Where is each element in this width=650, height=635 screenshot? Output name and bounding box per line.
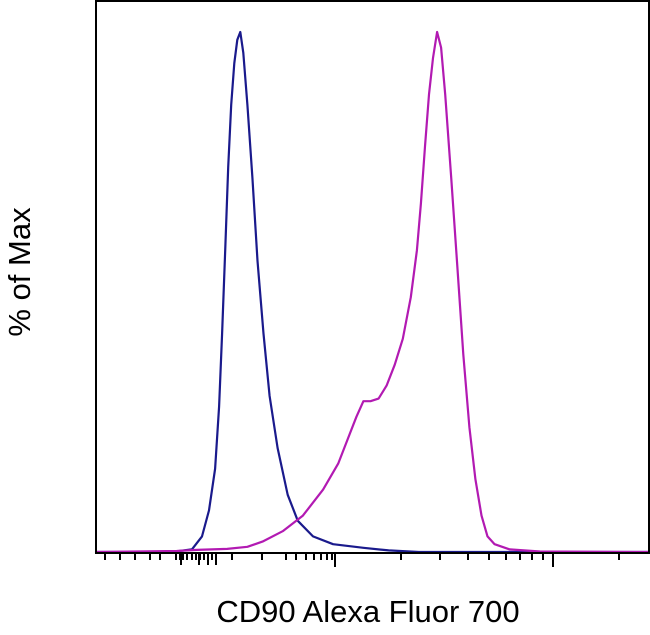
histogram-series-2 (94, 30, 650, 554)
series-layer (94, 30, 650, 554)
x-axis-ticks (104, 553, 620, 567)
x-axis-label: CD90 Alexa Fluor 700 (216, 594, 519, 629)
histogram-series-1 (94, 30, 650, 554)
y-axis-label: % of Max (2, 207, 37, 337)
plot-frame (95, 0, 650, 554)
